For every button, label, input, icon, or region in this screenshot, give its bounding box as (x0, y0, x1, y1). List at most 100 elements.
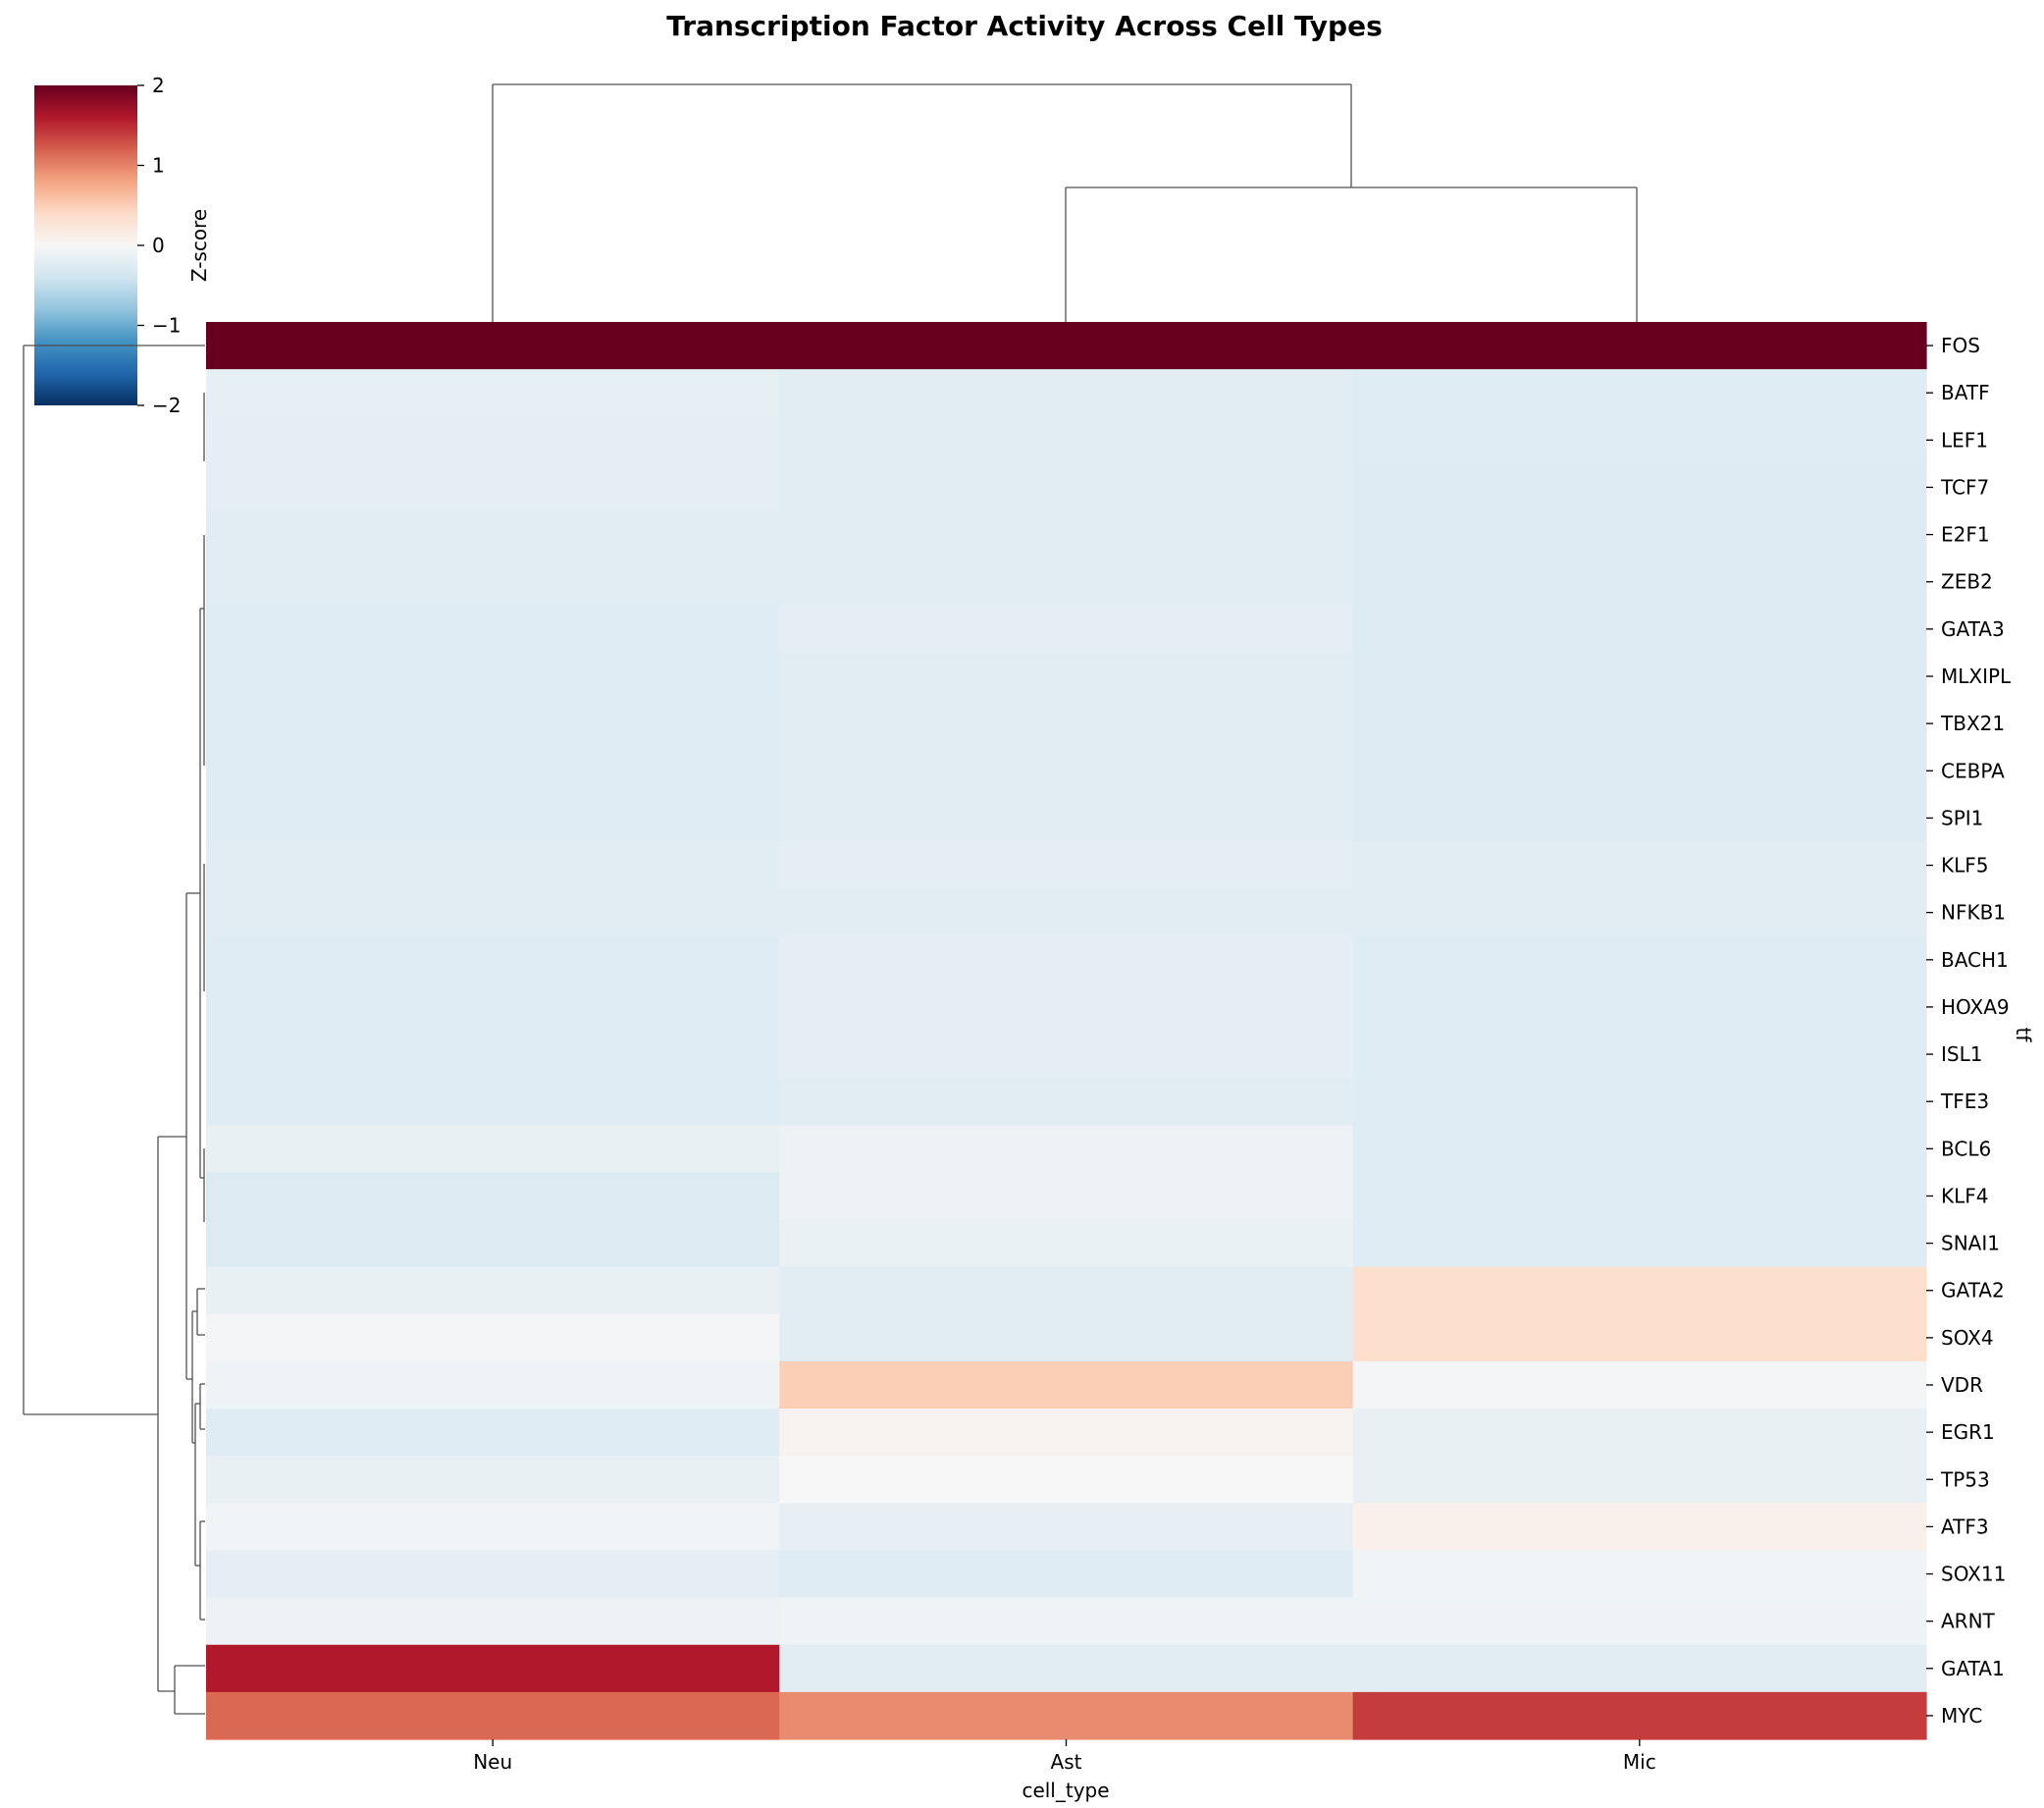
colorbar-tick-label: 0 (152, 234, 165, 257)
heatmap-cell-SNAI1-Mic (1352, 1219, 1927, 1268)
heatmap-cell-BCL6-Ast (779, 1125, 1354, 1173)
x-axis-label: cell_type (1022, 1779, 1109, 1802)
heatmap-cell-LEF1-Ast (779, 416, 1354, 464)
heatmap-cell-MLXIPL-Ast (779, 652, 1354, 701)
heatmap-cell-BCL6-Mic (1352, 1125, 1927, 1173)
heatmap-cell-SNAI1-Ast (779, 1219, 1354, 1268)
heatmap-cell-ATF3-Neu (206, 1503, 780, 1552)
y-tick-label-ARNT: ARNT (1941, 1610, 1996, 1633)
heatmap-cell-GATA1-Ast (779, 1644, 1354, 1693)
heatmap-cell-NFKB1-Neu (206, 888, 780, 937)
y-tick-label-FOS: FOS (1941, 334, 1980, 357)
y-axis-ticks: FOS BATF LEF1 TCF7 E2F1 ZEB2 GATA3 MLXIPL TBX21 C… (1926, 334, 2012, 1728)
y-tick-label-TP53: TP53 (1940, 1467, 1990, 1491)
heatmap-cell-FOS-Ast (779, 322, 1354, 370)
heatmap-cell-FOS-Neu (206, 322, 780, 370)
x-tick-label-Neu: Neu (473, 1750, 512, 1774)
heatmap-cell-TCF7-Mic (1352, 463, 1927, 512)
heatmap-cell-GATA1-Neu (206, 1644, 780, 1693)
heatmap-cell-SOX4-Ast (779, 1313, 1354, 1362)
colorbar-label: Z-score (187, 209, 211, 282)
heatmap-cell-ISL1-Ast (779, 1031, 1354, 1079)
colorbar-tick-label: 1 (152, 154, 165, 178)
colorbar-tick-label: −2 (152, 394, 181, 417)
heatmap-cell-KLF4-Neu (206, 1172, 780, 1221)
y-tick-label-SNAI1: SNAI1 (1941, 1232, 2000, 1255)
y-tick-label-NFKB1: NFKB1 (1941, 901, 2006, 925)
y-tick-label-KLF5: KLF5 (1941, 854, 1989, 877)
heatmap-cell-ISL1-Neu (206, 1031, 780, 1079)
heatmap-cell-EGR1-Mic (1352, 1409, 1927, 1457)
heatmap-cell-ISL1-Mic (1352, 1031, 1927, 1079)
heatmap-cell-KLF4-Ast (779, 1172, 1354, 1221)
y-tick-label-SPI1: SPI1 (1941, 806, 1983, 829)
heatmap-cell-HOXA9-Neu (206, 983, 780, 1032)
heatmap-cell-E2F1-Neu (206, 510, 780, 559)
y-tick-label-TCF7: TCF7 (1940, 475, 1989, 499)
heatmap-cell-TBX21-Mic (1352, 700, 1927, 748)
heatmap-cell-SOX11-Ast (779, 1550, 1354, 1599)
heatmap-cell-ZEB2-Neu (206, 558, 780, 607)
heatmap-cell-TP53-Mic (1352, 1456, 1927, 1504)
heatmap-cell-VDR-Mic (1352, 1360, 1927, 1409)
heatmap-cell-KLF5-Mic (1352, 841, 1927, 890)
heatmap-cell-BACH1-Neu (206, 935, 780, 984)
y-tick-label-MLXIPL: MLXIPL (1941, 665, 2012, 688)
y-tick-label-VDR: VDR (1941, 1373, 1983, 1397)
y-tick-label-ZEB2: ZEB2 (1941, 570, 1993, 594)
heatmap-cell-BATF-Ast (779, 369, 1354, 417)
heatmap-cell-VDR-Ast (779, 1360, 1354, 1409)
y-axis-label: tf (2012, 1028, 2035, 1043)
heatmap-cell-SPI1-Ast (779, 794, 1354, 843)
heatmap-cell-ATF3-Mic (1352, 1503, 1927, 1552)
heatmap-cell-MLXIPL-Neu (206, 652, 780, 701)
heatmap-cell-TBX21-Neu (206, 700, 780, 748)
heatmap-cell-MYC-Neu (206, 1691, 780, 1740)
heatmap-cell-ARNT-Neu (206, 1597, 780, 1646)
heatmap-cell-FOS-Mic (1352, 322, 1927, 370)
heatmap-cell-EGR1-Ast (779, 1409, 1354, 1457)
heatmap-cell-TCF7-Neu (206, 463, 780, 512)
y-tick-label-SOX4: SOX4 (1941, 1326, 1994, 1350)
x-tick-label-Ast: Ast (1051, 1750, 1082, 1774)
heatmap-cell-TBX21-Ast (779, 700, 1354, 748)
heatmap-cell-ARNT-Ast (779, 1597, 1354, 1646)
y-tick-label-KLF4: KLF4 (1941, 1184, 1989, 1207)
heatmap-cell-CEBPA-Neu (206, 747, 780, 795)
heatmap-cell-SOX4-Mic (1352, 1313, 1927, 1362)
heatmap-cell-GATA3-Mic (1352, 605, 1927, 654)
heatmap-cell-BATF-Mic (1352, 369, 1927, 417)
heatmap-cell-HOXA9-Ast (779, 983, 1354, 1032)
row-dendrogram (23, 345, 205, 1715)
y-tick-label-ISL1: ISL1 (1941, 1042, 1982, 1066)
heatmap-cell-GATA3-Ast (779, 605, 1354, 654)
heatmap-cell-GATA3-Neu (206, 605, 780, 654)
y-tick-label-E2F1: E2F1 (1941, 523, 1990, 547)
heatmap-cell-GATA2-Neu (206, 1266, 780, 1315)
heatmap-cell-BCL6-Neu (206, 1125, 780, 1173)
colorbar-ticks: 2 1 0 −1 −2 (137, 74, 181, 417)
y-tick-label-GATA3: GATA3 (1941, 617, 2005, 641)
heatmap-cell-SNAI1-Neu (206, 1219, 780, 1268)
heatmap-cell-KLF4-Mic (1352, 1172, 1927, 1221)
heatmap-cell-TFE3-Ast (779, 1078, 1354, 1126)
y-tick-label-CEBPA: CEBPA (1941, 759, 2005, 782)
heatmap-cell-VDR-Neu (206, 1360, 780, 1409)
heatmap-cell-TFE3-Neu (206, 1078, 780, 1126)
heatmap-cell-TCF7-Ast (779, 463, 1354, 512)
heatmap-cell-SOX4-Neu (206, 1313, 780, 1362)
colorbar: 2 1 0 −1 −2 Z-score (34, 74, 211, 417)
heatmap-cell-MYC-Mic (1352, 1691, 1927, 1740)
heatmap-cell-ZEB2-Mic (1352, 558, 1927, 607)
heatmap-cell-ATF3-Ast (779, 1503, 1354, 1552)
heatmap-cell-BACH1-Mic (1352, 935, 1927, 984)
heatmap-cell-EGR1-Neu (206, 1409, 780, 1457)
heatmap-cell-CEBPA-Ast (779, 747, 1354, 795)
y-tick-label-LEF1: LEF1 (1941, 428, 1988, 452)
heatmap-cell-BACH1-Ast (779, 935, 1354, 984)
y-tick-label-BCL6: BCL6 (1941, 1137, 1991, 1160)
heatmap-cell-ARNT-Mic (1352, 1597, 1927, 1646)
heatmap-cell-NFKB1-Mic (1352, 888, 1927, 937)
x-tick-label-Mic: Mic (1623, 1750, 1656, 1774)
